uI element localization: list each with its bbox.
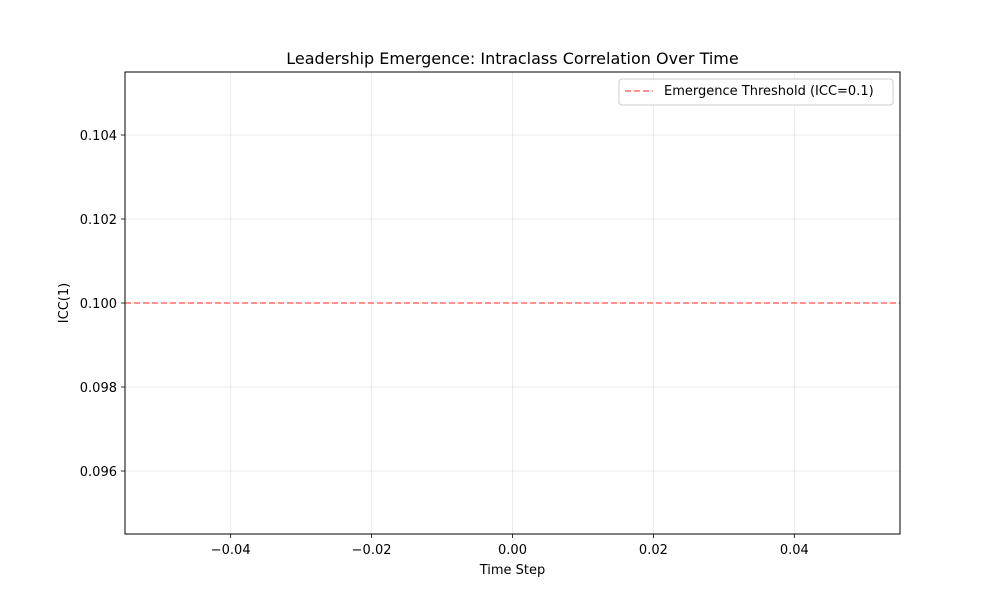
chart-title: Leadership Emergence: Intraclass Correla…	[286, 49, 738, 68]
y-tick-label: 0.104	[80, 129, 117, 144]
legend-label-threshold: Emergence Threshold (ICC=0.1)	[664, 84, 874, 99]
x-tick-label: 0.00	[498, 543, 527, 558]
plot-area	[124, 71, 901, 535]
y-tick-label: 0.098	[80, 381, 117, 396]
x-axis-label: Time Step	[479, 563, 546, 578]
legend-box	[618, 78, 894, 106]
y-tick-label: 0.102	[80, 213, 117, 228]
y-axis-label: ICC(1)	[57, 283, 72, 323]
y-axis: 0.096 0.098 0.100 0.102 0.104	[80, 129, 125, 480]
x-tick-label: 0.02	[639, 543, 668, 558]
x-tick-label: −0.04	[211, 543, 251, 558]
y-tick-label: 0.100	[80, 297, 117, 312]
x-axis: −0.04 −0.02 0.00 0.02 0.04	[211, 534, 809, 558]
x-tick-label: −0.02	[352, 543, 392, 558]
y-tick-label: 0.096	[80, 465, 117, 480]
x-tick-label: 0.04	[780, 543, 809, 558]
legend: Emergence Threshold (ICC=0.1)	[618, 78, 894, 106]
